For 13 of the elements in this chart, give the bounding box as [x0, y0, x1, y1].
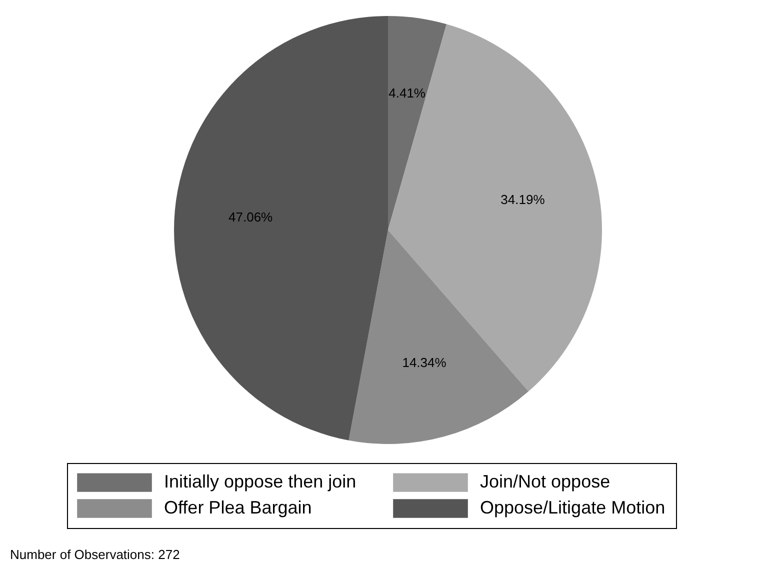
text: Number of Observations: 272	[10, 547, 180, 562]
data-label: 14.34%	[402, 355, 447, 370]
data-label: 34.19%	[500, 192, 546, 207]
legend-label: Oppose/Litigate Motion	[480, 498, 666, 518]
pie-slice	[348, 230, 529, 444]
legend-label: Join/Not oppose	[480, 472, 610, 492]
data-label: 4.41%	[388, 85, 426, 100]
pie-slice	[388, 24, 602, 392]
data-label: 47.06%	[228, 209, 274, 224]
legend-label: Offer Plea Bargain	[164, 498, 312, 518]
pie-slice	[388, 16, 447, 230]
pie-slice	[174, 16, 388, 440]
legend-label: Initially oppose then join	[164, 472, 356, 492]
